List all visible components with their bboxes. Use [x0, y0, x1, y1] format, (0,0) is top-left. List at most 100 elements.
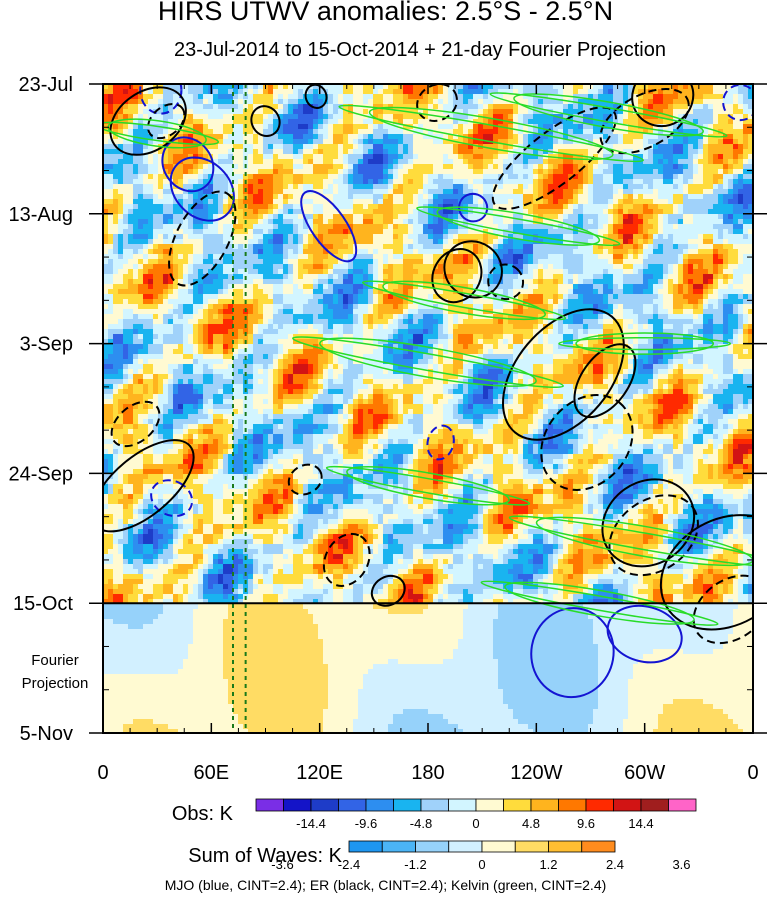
heatmap-cell	[393, 159, 399, 165]
heatmap-cell	[658, 254, 664, 260]
heatmap-cell	[218, 199, 224, 205]
heatmap-cell	[298, 134, 304, 140]
heatmap-cell	[678, 99, 684, 105]
heatmap-cell	[478, 149, 484, 155]
heatmap-cell	[738, 269, 744, 275]
heatmap-cell	[668, 164, 674, 170]
heatmap-cell	[418, 144, 424, 150]
heatmap-cell	[398, 229, 404, 235]
heatmap-cell	[293, 129, 299, 135]
heatmap-cell	[328, 194, 334, 200]
heatmap-cell	[673, 244, 679, 250]
heatmap-cell	[258, 159, 264, 165]
heatmap-cell	[603, 254, 609, 260]
heatmap-cell	[313, 159, 319, 165]
heatmap-cell	[738, 104, 744, 110]
heatmap-cell	[433, 104, 439, 110]
heatmap-cell	[148, 254, 154, 260]
heatmap-cell	[638, 269, 644, 275]
heatmap-cell	[683, 214, 689, 220]
heatmap-cell	[738, 149, 744, 155]
heatmap-cell	[148, 159, 154, 165]
heatmap-cell	[533, 254, 539, 260]
heatmap-cell	[638, 199, 644, 205]
heatmap-cell	[153, 214, 159, 220]
heatmap-cell	[433, 229, 439, 235]
heatmap-cell	[513, 249, 519, 255]
heatmap-cell	[293, 259, 299, 265]
heatmap-cell	[293, 274, 299, 280]
heatmap-cell	[303, 244, 309, 250]
heatmap-cell	[348, 214, 354, 220]
heatmap-cell	[608, 109, 614, 115]
heatmap-cell	[453, 169, 459, 175]
heatmap-cell	[168, 234, 174, 240]
heatmap-cell	[738, 159, 744, 165]
heatmap-cell	[698, 264, 704, 270]
heatmap-cell	[108, 274, 114, 280]
heatmap-cell	[528, 119, 534, 125]
heatmap-cell	[318, 109, 324, 115]
heatmap-cell	[738, 204, 744, 210]
heatmap-cell	[273, 189, 279, 195]
heatmap-cell	[118, 164, 124, 170]
heatmap-cell	[238, 129, 244, 135]
heatmap-cell	[508, 129, 514, 135]
heatmap-cell	[193, 244, 199, 250]
heatmap-cell	[703, 104, 709, 110]
heatmap-cell	[463, 234, 469, 240]
heatmap-cell	[373, 259, 379, 265]
heatmap-cell	[528, 164, 534, 170]
heatmap-cell	[658, 159, 664, 165]
heatmap-cell	[368, 159, 374, 165]
heatmap-cell	[148, 174, 154, 180]
heatmap-cell	[503, 129, 509, 135]
heatmap-cell	[238, 179, 244, 185]
heatmap-cell	[453, 264, 459, 270]
heatmap-cell	[733, 124, 739, 130]
heatmap-cell	[708, 229, 714, 235]
heatmap-cell	[253, 209, 259, 215]
heatmap-cell	[573, 159, 579, 165]
heatmap-cell	[218, 239, 224, 245]
heatmap-cell	[438, 149, 444, 155]
heatmap-cell	[698, 154, 704, 160]
heatmap-cell	[398, 139, 404, 145]
heatmap-cell	[458, 184, 464, 190]
heatmap-cell	[543, 269, 549, 275]
heatmap-cell	[168, 214, 174, 220]
heatmap-cell	[358, 134, 364, 140]
heatmap-cell	[658, 184, 664, 190]
heatmap-cell	[288, 149, 294, 155]
heatmap-cell	[238, 119, 244, 125]
heatmap-cell	[708, 184, 714, 190]
heatmap-cell	[363, 124, 369, 130]
heatmap-cell	[178, 274, 184, 280]
heatmap-cell	[643, 164, 649, 170]
heatmap-cell	[323, 134, 329, 140]
heatmap-cell	[293, 234, 299, 240]
heatmap-cell	[318, 219, 324, 225]
heatmap-cell	[373, 194, 379, 200]
heatmap-cell	[428, 124, 434, 130]
heatmap-cell	[318, 214, 324, 220]
heatmap-cell	[288, 234, 294, 240]
heatmap-cell	[678, 204, 684, 210]
heatmap-cell	[678, 269, 684, 275]
heatmap-cell	[473, 149, 479, 155]
heatmap-cell	[303, 269, 309, 275]
heatmap-cell	[668, 199, 674, 205]
heatmap-cell	[443, 124, 449, 130]
heatmap-cell	[248, 234, 254, 240]
heatmap-cell	[498, 159, 504, 165]
heatmap-cell	[288, 254, 294, 260]
heatmap-cell	[578, 209, 584, 215]
heatmap-cell	[453, 269, 459, 275]
heatmap-cell	[133, 229, 139, 235]
heatmap-cell	[248, 194, 254, 200]
heatmap-cell	[493, 244, 499, 250]
heatmap-cell	[353, 114, 359, 120]
heatmap-cell	[458, 144, 464, 150]
heatmap-cell	[693, 254, 699, 260]
heatmap-cell	[213, 269, 219, 275]
